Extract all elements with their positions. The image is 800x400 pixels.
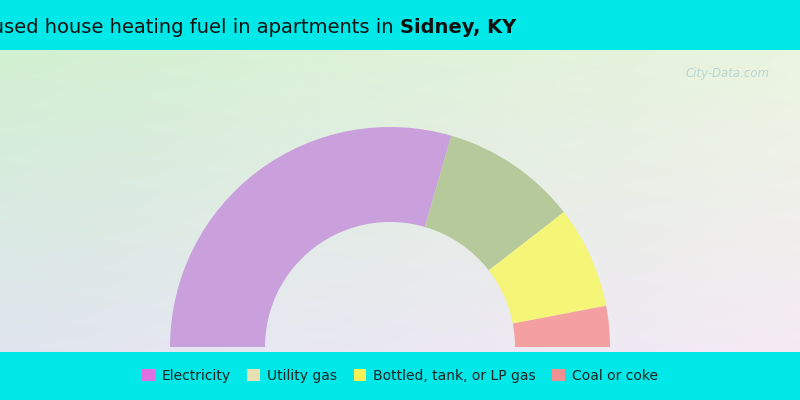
Wedge shape [513, 306, 610, 347]
Text: City-Data.com: City-Data.com [686, 67, 770, 80]
Text: Sidney, KY: Sidney, KY [400, 18, 516, 37]
Text: Most commonly used house heating fuel in apartments in: Most commonly used house heating fuel in… [0, 18, 400, 37]
Wedge shape [170, 127, 451, 347]
Legend: Electricity, Utility gas, Bottled, tank, or LP gas, Coal or coke: Electricity, Utility gas, Bottled, tank,… [137, 364, 663, 388]
Wedge shape [489, 212, 606, 324]
Wedge shape [425, 136, 564, 270]
